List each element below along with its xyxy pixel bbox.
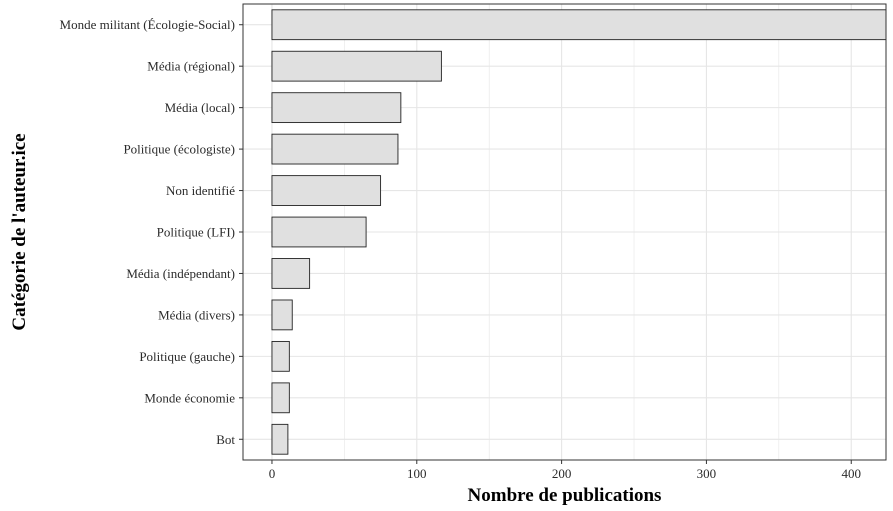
bar: [271, 340, 290, 372]
y-tick-label: Média (régional): [147, 59, 235, 74]
y-tick-label: Politique (écologiste): [123, 142, 235, 157]
x-tick-label: 100: [407, 466, 427, 481]
bar: [271, 258, 311, 289]
bar: [271, 216, 367, 248]
x-axis: 0 100 200 300 400: [269, 460, 861, 481]
bar: [271, 382, 290, 414]
bar: [271, 175, 382, 206]
x-tick-label: 400: [841, 466, 861, 481]
y-tick-label: Non identifié: [166, 183, 235, 198]
x-tick-label: 200: [552, 466, 572, 481]
y-tick-label: Monde militant (Écologie-Social): [60, 17, 235, 32]
y-tick-label: Média (divers): [158, 307, 235, 322]
y-tick-label: Monde économie: [144, 390, 235, 405]
bar: [271, 92, 402, 124]
x-tick-label: 0: [269, 466, 276, 481]
bar: [271, 299, 293, 331]
y-tick-label: Média (local): [165, 100, 235, 115]
y-tick-label: Politique (gauche): [139, 349, 235, 364]
bar: [271, 423, 289, 455]
bar: [271, 9, 887, 41]
x-tick-label: 300: [697, 466, 717, 481]
x-axis-title: Nombre de publications: [468, 485, 662, 506]
bar: [271, 50, 442, 82]
y-axis: Monde militant (Écologie-Social) Média (r…: [60, 17, 243, 447]
y-tick-label: Média (indépendant): [126, 266, 235, 281]
bars: [271, 9, 887, 455]
y-axis-title: Catégorie de l'auteur.ice: [9, 133, 30, 330]
bar: [271, 133, 399, 165]
y-tick-label: Politique (LFI): [157, 225, 235, 240]
y-tick-label: Bot: [216, 432, 235, 447]
